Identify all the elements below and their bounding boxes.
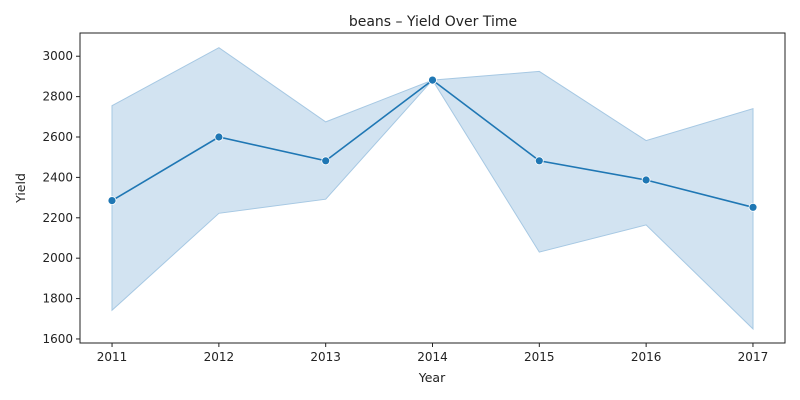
data-point (107, 196, 117, 206)
y-tick-label: 2800 (42, 90, 73, 104)
y-tick-label: 2600 (42, 130, 73, 144)
y-tick-label: 2200 (42, 211, 73, 225)
data-point (748, 202, 758, 212)
y-tick-label: 3000 (42, 49, 73, 63)
x-tick-label: 2011 (97, 350, 128, 364)
y-tick-label: 2400 (42, 170, 73, 184)
plot-area (107, 47, 758, 331)
y-tick-label: 1600 (42, 332, 73, 346)
data-point (534, 156, 544, 166)
y-axis: 1600 1800 2000 2200 2400 2600 2800 3000 (42, 49, 80, 346)
x-axis-label: Year (418, 370, 446, 385)
confidence-band (111, 47, 754, 331)
data-point (641, 175, 651, 185)
chart-title: beans – Yield Over Time (349, 14, 517, 30)
x-tick-label: 2017 (738, 350, 769, 364)
y-tick-label: 1800 (42, 292, 73, 306)
data-point (321, 156, 331, 166)
x-tick-label: 2016 (631, 350, 662, 364)
y-tick-label: 2000 (42, 251, 73, 265)
y-axis-label: Yield (13, 173, 28, 204)
x-tick-label: 2013 (310, 350, 341, 364)
data-point (214, 132, 224, 142)
x-tick-label: 2015 (524, 350, 555, 364)
data-point (428, 75, 437, 85)
x-tick-label: 2014 (417, 350, 448, 364)
x-tick-label: 2012 (204, 350, 235, 364)
x-axis: 2011 2012 2013 2014 2015 2016 2017 (97, 343, 768, 364)
